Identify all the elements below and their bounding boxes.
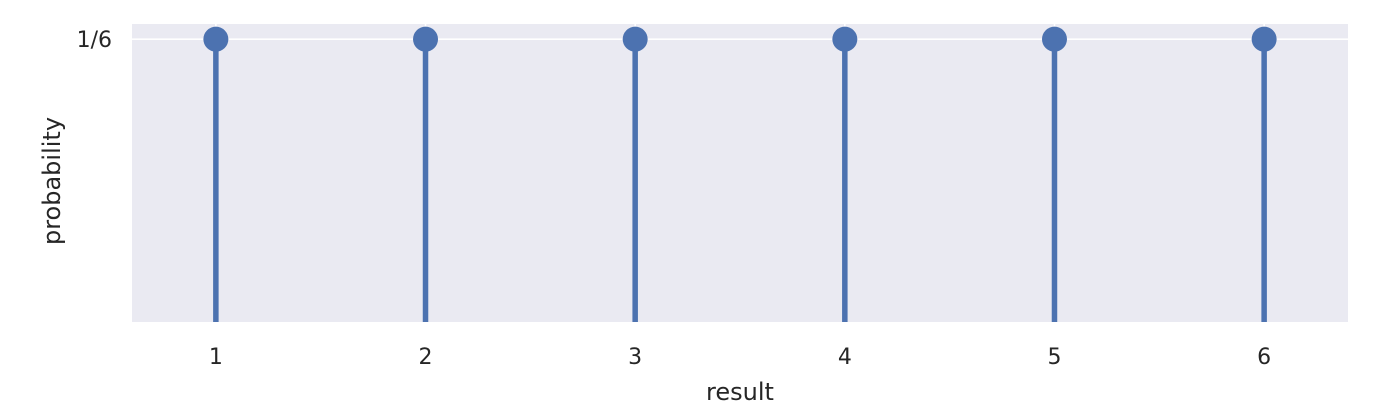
plot-area: [132, 24, 1348, 322]
x-tick-label: 1: [209, 345, 223, 370]
y-axis-label: probability: [38, 117, 66, 245]
stems: [213, 39, 1267, 322]
x-tick-label: 2: [419, 345, 433, 370]
stem-marker: [622, 26, 648, 52]
stem-marker: [1041, 26, 1067, 52]
x-tick-label: 3: [628, 345, 642, 370]
x-tick-label: 6: [1257, 345, 1271, 370]
stem-marker: [832, 26, 858, 52]
y-tick-label: 1/6: [77, 28, 112, 53]
x-tick-label: 5: [1047, 345, 1061, 370]
x-axis-label: result: [706, 378, 774, 406]
x-axis-ticks: 1 2 3 4 5 6: [209, 345, 1271, 370]
x-tick-label: 4: [838, 345, 852, 370]
stem-markers: [203, 26, 1277, 52]
stem-marker: [203, 26, 229, 52]
stem-marker: [413, 26, 439, 52]
y-axis-ticks: 1/6: [77, 28, 112, 53]
stem-marker: [1251, 26, 1277, 52]
